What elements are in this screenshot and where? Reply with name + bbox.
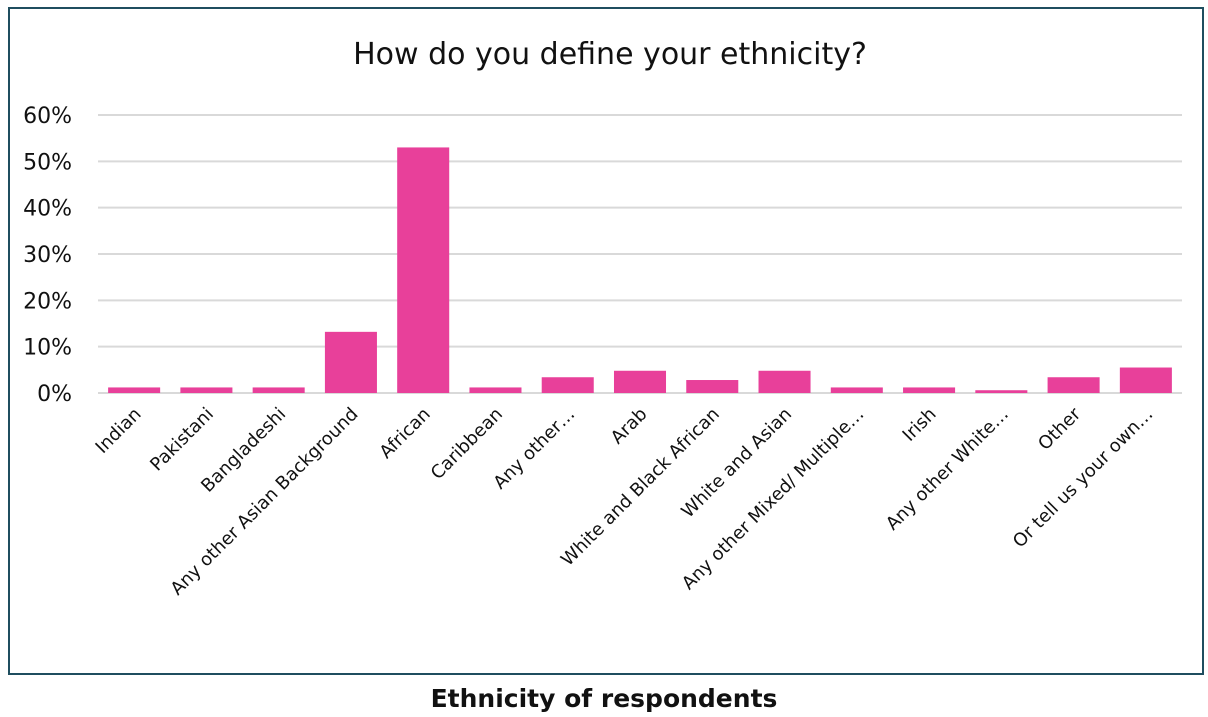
category-label: Irish (899, 404, 941, 446)
y-tick-label: 40% (23, 197, 72, 222)
y-tick-label: 50% (23, 150, 72, 175)
bar (252, 387, 305, 393)
category-label: Any other White… (882, 404, 1013, 535)
y-tick-label: 60% (23, 104, 72, 129)
y-axis-ticks: 0% 10% 20% 30% 40% 50% 60% (23, 104, 72, 407)
bar (1119, 367, 1172, 393)
bar (830, 387, 883, 393)
bar (108, 387, 161, 393)
bar (758, 370, 811, 393)
bar (686, 380, 739, 393)
category-label: Arab (607, 404, 652, 449)
y-tick-label: 30% (23, 243, 72, 268)
bar (469, 387, 522, 393)
bars (108, 147, 1172, 393)
y-tick-label: 10% (23, 336, 72, 361)
bar (397, 147, 450, 393)
bar (324, 331, 377, 393)
category-label: Or tell us your own… (1009, 404, 1157, 552)
y-tick-label: 20% (23, 289, 72, 314)
bar (541, 377, 594, 393)
bar (1047, 377, 1100, 393)
bar (975, 390, 1028, 393)
chart-title: How do you define your ethnicity? (353, 37, 867, 72)
y-tick-label: 0% (37, 382, 72, 407)
category-label: Indian (92, 404, 146, 458)
bar-chart: How do you define your ethnicity? 0% 10% 2… (23, 37, 1182, 600)
gridlines (98, 114, 1182, 394)
bar (903, 387, 956, 393)
figure-caption: Ethnicity of respondents (430, 684, 778, 713)
bar (613, 370, 667, 393)
category-label: Other (1034, 403, 1085, 454)
category-label: Pakistani (146, 404, 218, 476)
bar (180, 387, 233, 393)
category-label: African (376, 404, 435, 463)
chart-frame: How do you define your ethnicity? 0% 10% 2… (8, 7, 1204, 675)
